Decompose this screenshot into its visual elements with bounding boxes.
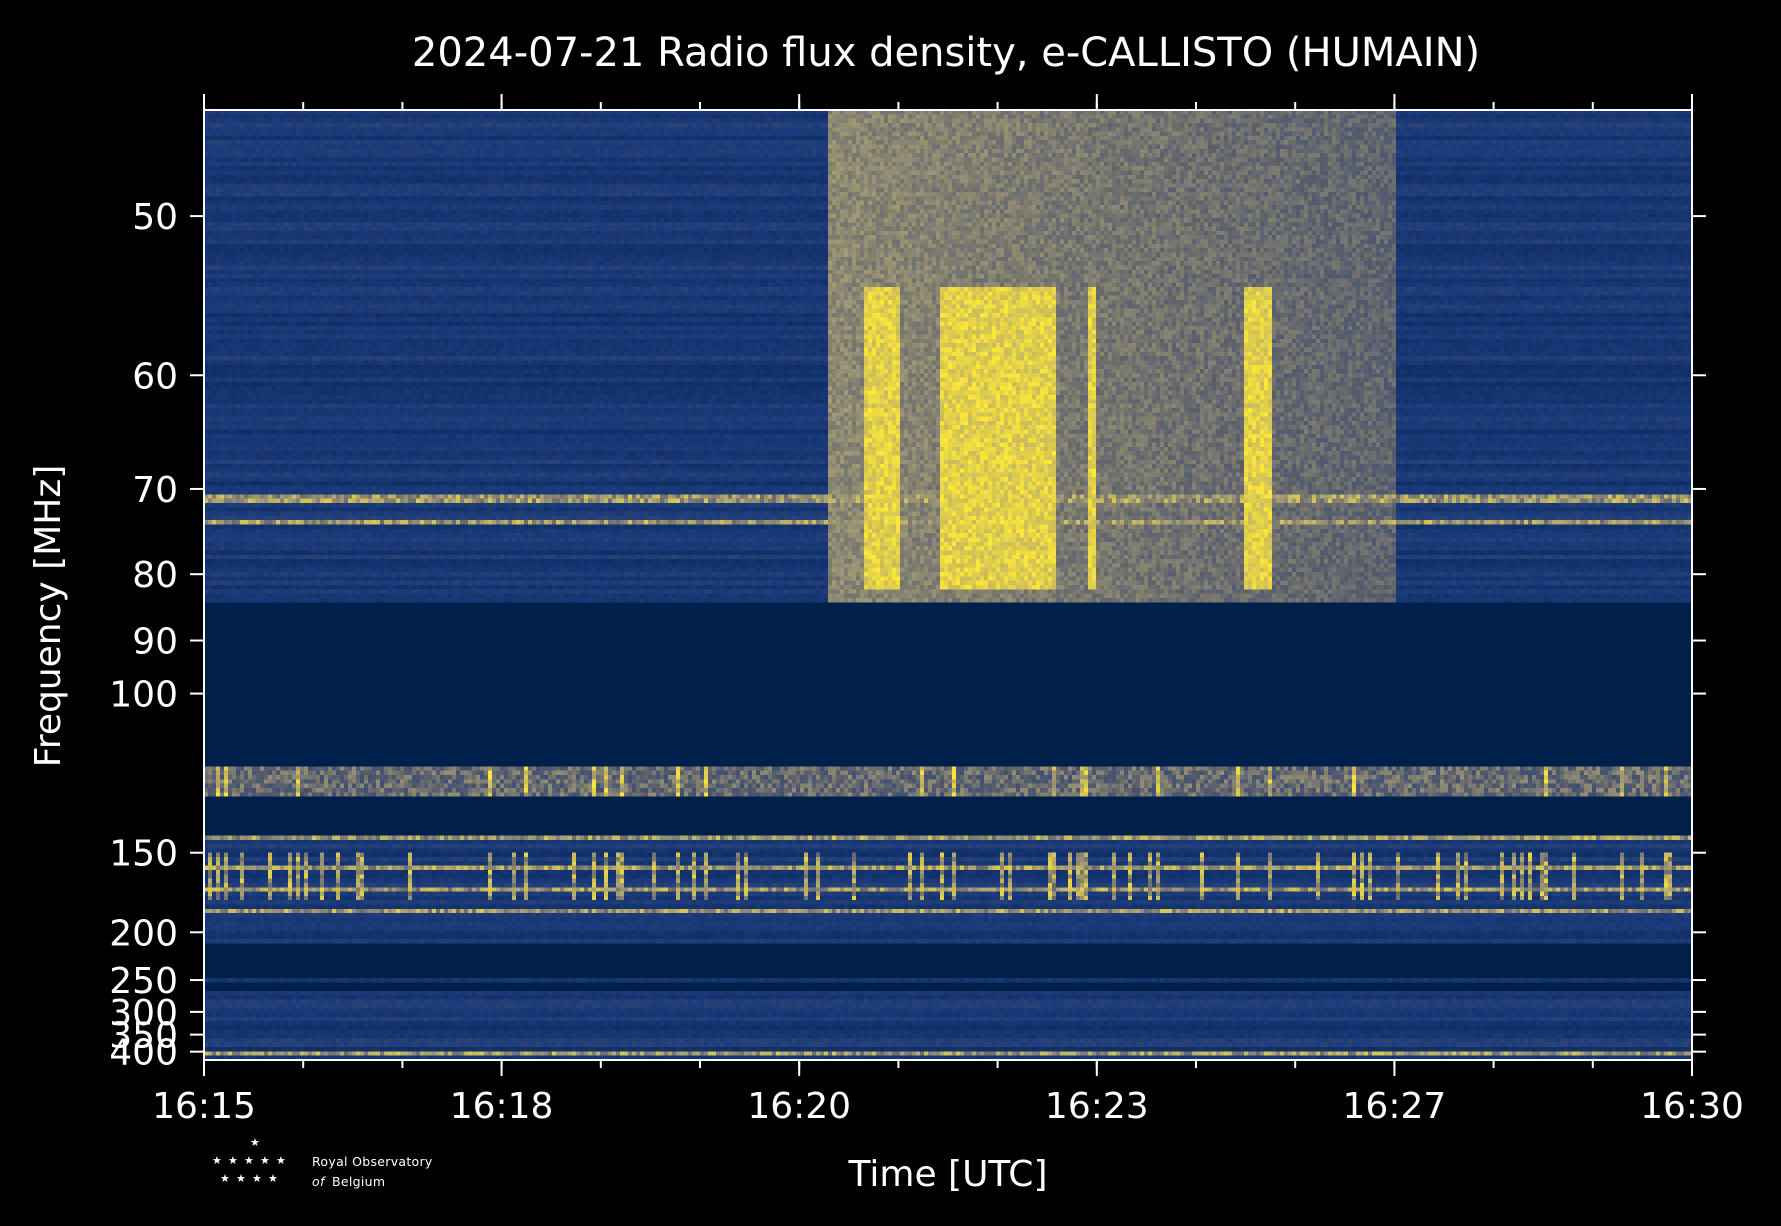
star-emblem-icon: ★ ★ ★ ★ ★ ★ ★ ★ ★ ★ bbox=[212, 1136, 286, 1185]
y-tick-label: 100 bbox=[109, 675, 178, 716]
y-axis-label: Frequency [MHz] bbox=[28, 465, 69, 768]
svg-text:★: ★ bbox=[220, 1172, 230, 1185]
x-tick-label: 16:20 bbox=[747, 1086, 851, 1127]
y-tick-label: 400 bbox=[109, 1033, 178, 1074]
spectrogram-plot-area bbox=[203, 109, 1693, 1061]
y-tick-label: 80 bbox=[132, 555, 178, 596]
y-tick-label: 200 bbox=[109, 913, 178, 954]
observatory-logo: ★ ★ ★ ★ ★ ★ ★ ★ ★ ★ Royal Observatory of Belgiu… bbox=[212, 1136, 433, 1189]
logo-line-2: Belgium bbox=[332, 1174, 385, 1189]
x-tick-label: 16:27 bbox=[1343, 1086, 1447, 1127]
y-tick-label: 70 bbox=[132, 470, 178, 511]
y-tick-label: 60 bbox=[132, 356, 178, 397]
svg-text:★: ★ bbox=[276, 1154, 286, 1167]
svg-text:★: ★ bbox=[236, 1172, 246, 1185]
svg-text:★: ★ bbox=[260, 1154, 270, 1167]
svg-text:★: ★ bbox=[228, 1154, 238, 1167]
y-tick-label: 150 bbox=[109, 834, 178, 875]
y-tick-label: 300 bbox=[109, 993, 178, 1034]
x-tick-label: 16:23 bbox=[1045, 1086, 1149, 1127]
svg-text:★: ★ bbox=[250, 1136, 260, 1149]
spectrogram-image bbox=[204, 110, 1692, 1060]
axis-ticks: 16:15 16:18 16:20 16:23 16:27 16:30 50 60 70 80 90… bbox=[109, 94, 1744, 1127]
chart-title: 2024-07-21 Radio flux density, e-CALLIST… bbox=[412, 30, 1480, 76]
logo-line-1: Royal Observatory bbox=[312, 1154, 433, 1169]
y-tick-label: 50 bbox=[132, 197, 178, 238]
svg-text:★: ★ bbox=[252, 1172, 262, 1185]
svg-text:★: ★ bbox=[212, 1154, 222, 1167]
logo-line-2-prefix: of bbox=[312, 1174, 326, 1189]
y-tick-label: 250 bbox=[109, 961, 178, 1002]
x-tick-label: 16:30 bbox=[1640, 1086, 1744, 1127]
x-tick-label: 16:18 bbox=[450, 1086, 554, 1127]
x-axis-label: Time [UTC] bbox=[847, 1154, 1047, 1195]
plot-frame bbox=[203, 109, 1693, 1061]
y-tick-label: 350 bbox=[109, 1016, 178, 1057]
x-tick-label: 16:15 bbox=[152, 1086, 256, 1127]
svg-text:★: ★ bbox=[244, 1154, 254, 1167]
y-tick-label: 90 bbox=[132, 622, 178, 663]
svg-text:★: ★ bbox=[268, 1172, 278, 1185]
